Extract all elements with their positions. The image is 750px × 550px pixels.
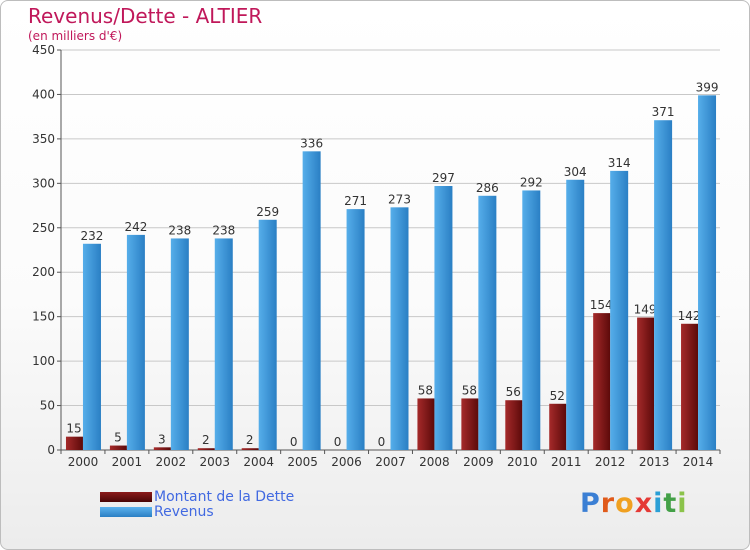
data-label-revenue: 304 [564, 165, 587, 179]
bar-debt [417, 398, 435, 450]
data-label-revenue: 273 [388, 192, 411, 206]
bar-revenue [610, 170, 629, 450]
bar-debt [241, 448, 259, 450]
x-tick-label: 2004 [243, 455, 274, 469]
bar-debt [153, 447, 171, 450]
data-label-debt: 2 [202, 433, 210, 447]
data-label-debt: 58 [418, 383, 433, 397]
y-tick-label: 200 [32, 265, 55, 279]
x-tick-label: 2002 [156, 455, 187, 469]
data-label-debt: 52 [550, 389, 565, 403]
data-label-revenue: 238 [212, 223, 235, 237]
bar-revenue [126, 234, 145, 450]
y-tick-label: 400 [32, 87, 55, 101]
x-tick-label: 2005 [287, 455, 318, 469]
x-tick-label: 2007 [375, 455, 406, 469]
data-label-revenue: 286 [476, 181, 499, 195]
logo-letter: i [677, 488, 688, 519]
bar-debt [461, 398, 479, 450]
data-label-debt: 3 [158, 432, 166, 446]
x-tick-label: 2013 [639, 455, 670, 469]
bar-revenue [522, 190, 541, 450]
data-label-debt: 149 [634, 303, 657, 317]
data-label-debt: 56 [506, 385, 521, 399]
bar-debt [593, 313, 611, 450]
bar-debt [637, 317, 655, 450]
bar-revenue [258, 219, 277, 450]
x-tick-label: 2014 [683, 455, 714, 469]
bar-revenue [390, 207, 409, 450]
data-label-revenue: 314 [608, 156, 631, 170]
legend-swatch-debt [100, 491, 152, 502]
y-tick-label: 0 [47, 443, 55, 457]
x-tick-label: 2009 [463, 455, 494, 469]
bar-revenue [346, 209, 365, 450]
bar-revenue [170, 238, 189, 450]
legend-item-revenue: Revenus [100, 501, 214, 520]
bar-debt [197, 448, 215, 450]
data-label-debt: 0 [290, 435, 298, 449]
data-label-debt: 154 [590, 298, 613, 312]
bar-debt [65, 436, 83, 450]
data-label-revenue: 259 [256, 205, 279, 219]
chart-title: Revenus/Dette - ALTIER [28, 4, 263, 28]
data-label-revenue: 297 [432, 171, 455, 185]
y-tick-label: 350 [32, 132, 55, 146]
x-tick-label: 2003 [199, 455, 230, 469]
data-label-revenue: 371 [652, 105, 675, 119]
bar-revenue [654, 120, 673, 450]
proxiti-logo: Proxiti [580, 488, 688, 519]
data-label-debt: 2 [246, 433, 254, 447]
y-tick-label: 100 [32, 354, 55, 368]
data-label-revenue: 242 [124, 220, 147, 234]
data-label-debt: 0 [334, 435, 342, 449]
data-label-revenue: 292 [520, 175, 543, 189]
bar-revenue [478, 195, 497, 450]
data-label-revenue: 238 [168, 223, 191, 237]
data-label-revenue: 399 [696, 80, 719, 94]
data-label-debt: 142 [678, 309, 701, 323]
bar-debt [109, 445, 127, 450]
data-label-revenue: 271 [344, 194, 367, 208]
bar-revenue [302, 151, 321, 451]
bar-revenue [698, 95, 717, 450]
bar-revenue [214, 238, 233, 450]
logo-letter: o [615, 488, 635, 519]
x-tick-label: 2001 [112, 455, 143, 469]
data-label-revenue: 336 [300, 136, 323, 150]
x-tick-label: 2008 [419, 455, 450, 469]
x-tick-label: 2012 [595, 455, 626, 469]
bar-revenue [566, 179, 585, 450]
y-tick-label: 300 [32, 176, 55, 190]
legend-label-revenue: Revenus [154, 503, 214, 520]
y-tick-label: 50 [40, 399, 55, 413]
data-label-revenue: 232 [81, 229, 104, 243]
bar-debt [549, 403, 567, 450]
x-tick-label: 2010 [507, 455, 538, 469]
data-label-debt: 0 [378, 435, 386, 449]
y-tick-label: 250 [32, 221, 55, 235]
x-tick-label: 2006 [331, 455, 362, 469]
chart-subtitle: (en milliers d'€) [28, 29, 123, 43]
logo-letter: r [600, 488, 616, 519]
y-tick-label: 150 [32, 310, 55, 324]
bar-revenue [82, 243, 101, 450]
x-tick-label: 2011 [551, 455, 582, 469]
logo-letter: x [634, 488, 654, 519]
data-label-debt: 15 [66, 422, 81, 436]
bar-revenue [434, 186, 453, 450]
bar-debt [681, 323, 699, 450]
legend-swatch-revenue [100, 506, 152, 517]
bar-debt [505, 400, 523, 450]
legend-item-debt: Montant de la Dette [100, 486, 294, 505]
logo-letter: t [663, 488, 678, 519]
logo-letter: i [653, 488, 664, 519]
y-tick-label: 450 [32, 43, 55, 57]
legend-label-debt: Montant de la Dette [154, 488, 295, 505]
data-label-debt: 58 [462, 383, 477, 397]
logo-letter: P [580, 488, 601, 519]
data-label-debt: 5 [114, 431, 122, 445]
x-tick-label: 2000 [68, 455, 99, 469]
